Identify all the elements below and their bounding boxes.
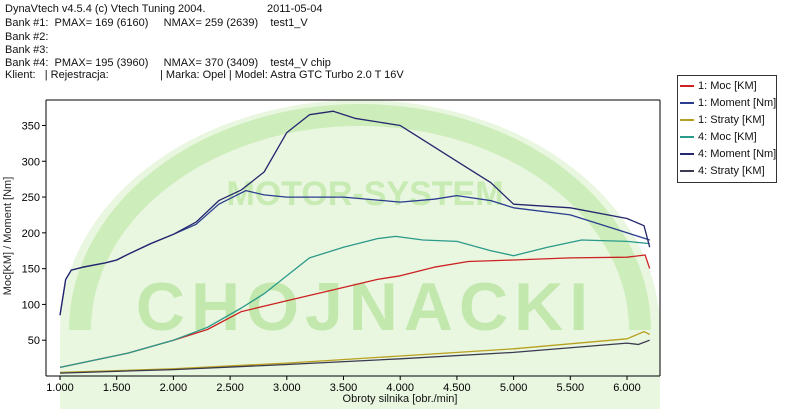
x-tick-label: 5.500 — [557, 382, 585, 394]
legend-item: 1: Moc [KM] — [680, 78, 757, 94]
legend-swatch — [680, 170, 694, 173]
legend-label: 1: Moc [KM] — [698, 80, 757, 92]
x-axis-label: Obroty silnika [obr./min] — [342, 393, 458, 405]
legend-label: 1: Straty [KM] — [698, 114, 765, 126]
legend-item: 4: Moc [KM] — [680, 129, 757, 145]
y-axis-label: Moc[KM] / Moment [Nm] — [2, 176, 14, 296]
legend-label: 1: Moment [Nm] — [698, 97, 777, 109]
legend-item: 4: Straty [KM] — [680, 163, 765, 179]
y-tick-label: 350 — [22, 120, 40, 132]
series-line-5 — [59, 110, 651, 316]
x-tick-label: 3.500 — [330, 382, 358, 394]
y-tick-label: 250 — [22, 192, 40, 204]
watermark-arc-text: MOTOR-SYSTEM — [226, 175, 503, 213]
header-bank1: Bank #1: PMAX= 169 (6160) NMAX= 259 (263… — [5, 17, 308, 29]
y-tick-label: 150 — [22, 264, 40, 276]
y-tick-label: 100 — [22, 299, 40, 311]
legend-item: 4: Moment [Nm] — [680, 146, 776, 162]
legend-swatch — [680, 102, 694, 105]
x-tick-label: 4.000 — [386, 382, 414, 394]
x-tick-label: 4.500 — [443, 382, 471, 394]
header-client: Klient: | Rejestracja: — [5, 69, 109, 81]
x-tick-label: 2.000 — [160, 382, 188, 394]
legend: 1: Moc [KM] 1: Moment [Nm] 1: Straty [KM] 4… — [677, 75, 777, 183]
legend-label: 4: Straty [KM] — [698, 165, 765, 177]
watermark-logo: MOTOR-SYSTEM CHOJNACKI — [60, 100, 660, 409]
y-tick-label: 50 — [28, 335, 40, 347]
header-bank2: Bank #2: — [5, 31, 49, 43]
header-vehicle: | Marka: Opel | Model: Astra GTC Turbo 2… — [160, 69, 404, 81]
legend-swatch — [680, 136, 694, 139]
y-tick-label: 200 — [22, 228, 40, 240]
header-bank3: Bank #3: — [5, 44, 49, 56]
legend-swatch — [680, 119, 694, 122]
x-tick-label: 1.500 — [103, 382, 131, 394]
series-line-6 — [59, 339, 650, 374]
header-app-title: DynaVtech v4.5.4 (c) Vtech Tuning 2004. — [5, 3, 206, 15]
legend-swatch — [680, 153, 694, 156]
legend-item: 1: Moment [Nm] — [680, 95, 776, 111]
watermark-text: CHOJNACKI — [136, 269, 594, 345]
legend-label: 4: Moment [Nm] — [698, 148, 777, 160]
header-bank4: Bank #4: PMAX= 195 (3960) NMAX= 370 (340… — [5, 57, 331, 69]
x-tick-label: 2.500 — [216, 382, 244, 394]
x-tick-label: 1.000 — [46, 382, 74, 394]
x-tick-label: 5.000 — [500, 382, 528, 394]
x-tick-label: 3.000 — [273, 382, 301, 394]
legend-item: 1: Straty [KM] — [680, 112, 765, 128]
header-date: 2011-05-04 — [267, 3, 323, 15]
legend-label: 4: Moc [KM] — [698, 131, 757, 143]
series-line-4 — [59, 235, 650, 369]
x-tick-label: 6.000 — [613, 382, 641, 394]
legend-swatch — [680, 85, 694, 88]
series-line-3 — [59, 330, 650, 374]
y-tick-label: 300 — [22, 156, 40, 168]
